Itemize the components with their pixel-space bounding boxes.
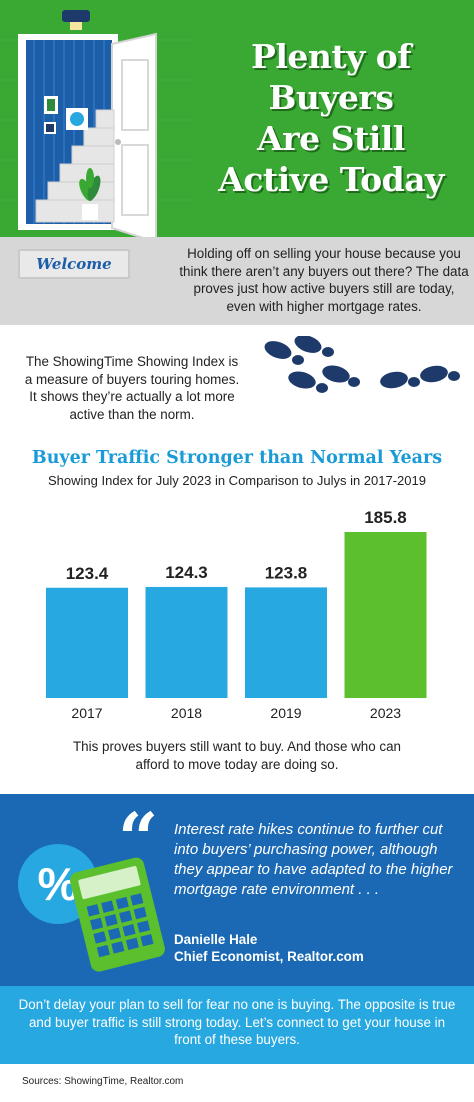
- hero-title-line: Are Still: [257, 119, 405, 158]
- bar-2019: [245, 587, 327, 698]
- chart-subtitle: Showing Index for July 2023 in Compariso…: [48, 473, 426, 488]
- hero-title-line: Buyers: [268, 78, 394, 117]
- bar-2018: [145, 586, 228, 698]
- author-title: Chief Economist, Realtor.com: [174, 949, 364, 964]
- bar-value-label: 185.8: [364, 508, 407, 527]
- x-tick-label: 2017: [71, 705, 102, 721]
- intro-text: Holding off on selling your house becaus…: [179, 246, 469, 314]
- author-name: Danielle Hale: [174, 932, 258, 947]
- bar-chart: 123.4 2017 124.3 2018 123.8 2019 185.8 2023: [46, 508, 427, 721]
- bar-2023: [344, 532, 427, 698]
- quote-section: % “ Interest rate hikes continue to furt…: [0, 794, 474, 986]
- hero-title-line: Active Today: [218, 160, 444, 199]
- lamp-icon: [62, 10, 90, 30]
- calculator-icon: [69, 857, 165, 972]
- bar-value-label: 124.3: [165, 563, 208, 582]
- intro-section: Welcome Holding off on selling your hous…: [0, 237, 474, 325]
- bar-2017: [46, 587, 128, 698]
- plant-icon: [79, 168, 101, 220]
- cta-section: Don’t delay your plan to sell for fear n…: [0, 986, 474, 1064]
- quote-illustration: %: [18, 844, 165, 972]
- hero-title: Plenty of Buyers Are Still Active Today: [190, 36, 472, 200]
- sources-text: Sources: ShowingTime, Realtor.com: [22, 1076, 184, 1087]
- bar-value-label: 123.8: [265, 563, 308, 582]
- door-illustration: [0, 10, 190, 237]
- quote-icon: “: [118, 797, 159, 880]
- hero-title-line: Plenty of: [251, 37, 411, 76]
- cta-text: Don’t delay your plan to sell for fear n…: [18, 997, 456, 1047]
- x-tick-label: 2019: [270, 705, 301, 721]
- hero-banner: Plenty of Buyers Are Still Active Today: [0, 0, 474, 237]
- quote-text: Interest rate hikes continue to further …: [174, 821, 453, 898]
- welcome-mat: Welcome: [18, 249, 130, 279]
- x-tick-label: 2018: [171, 705, 202, 721]
- x-tick-label: 2023: [370, 705, 401, 721]
- index-description: The ShowingTime Showing Index is a measu…: [24, 354, 240, 422]
- chart-note: This proves buyers still want to buy. An…: [73, 739, 401, 772]
- welcome-mat-text: Welcome: [36, 255, 112, 273]
- quote-author: Danielle Hale Chief Economist, Realtor.c…: [174, 931, 364, 965]
- wall-frames: [44, 96, 88, 134]
- chart-title: Buyer Traffic Stronger than Normal Years: [31, 448, 443, 468]
- footprints-icon: [264, 336, 460, 393]
- bar-value-label: 123.4: [66, 564, 109, 583]
